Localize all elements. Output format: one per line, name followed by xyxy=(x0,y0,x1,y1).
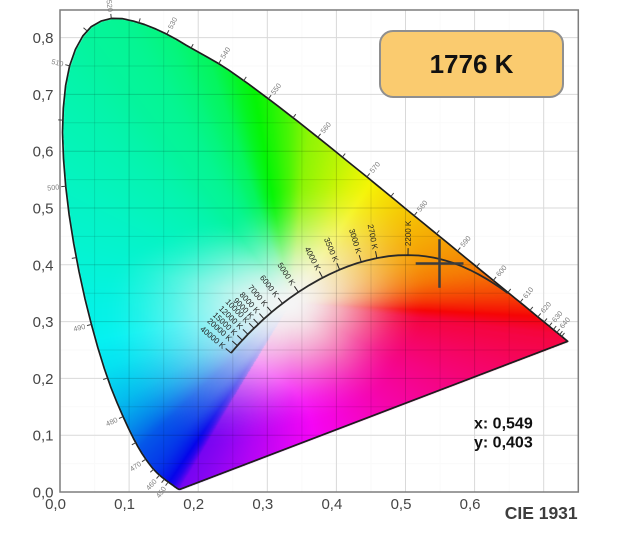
svg-text:2700 K: 2700 K xyxy=(366,224,380,251)
svg-text:600: 600 xyxy=(494,263,509,278)
svg-text:550: 550 xyxy=(269,81,283,96)
svg-text:0,0: 0,0 xyxy=(45,496,66,513)
svg-text:500: 500 xyxy=(47,182,60,192)
svg-text:0,8: 0,8 xyxy=(33,30,54,47)
svg-text:1776 K: 1776 K xyxy=(430,49,514,79)
svg-text:0,6: 0,6 xyxy=(460,496,481,513)
svg-text:0,6: 0,6 xyxy=(33,144,54,161)
svg-text:520: 520 xyxy=(105,0,115,12)
svg-text:490: 490 xyxy=(72,322,86,334)
svg-text:y: 0,403: y: 0,403 xyxy=(474,435,533,452)
svg-text:580: 580 xyxy=(415,199,430,214)
svg-text:570: 570 xyxy=(368,160,383,175)
svg-text:480: 480 xyxy=(104,415,119,428)
svg-text:0,3: 0,3 xyxy=(252,496,273,513)
svg-text:0,1: 0,1 xyxy=(33,428,54,445)
svg-text:0,5: 0,5 xyxy=(391,496,412,513)
svg-text:0,2: 0,2 xyxy=(183,496,204,513)
svg-text:2200 K: 2200 K xyxy=(404,220,413,246)
svg-text:0,1: 0,1 xyxy=(114,496,135,513)
svg-text:3000 K: 3000 K xyxy=(347,228,363,256)
svg-text:0,4: 0,4 xyxy=(33,257,54,274)
svg-text:510: 510 xyxy=(51,57,65,69)
svg-text:CIE 1931: CIE 1931 xyxy=(505,503,578,523)
svg-text:0,4: 0,4 xyxy=(321,496,342,513)
svg-text:530: 530 xyxy=(166,16,179,31)
svg-text:0,3: 0,3 xyxy=(33,314,54,331)
svg-text:470: 470 xyxy=(128,459,143,473)
svg-text:450: 450 xyxy=(154,485,168,500)
svg-text:0,2: 0,2 xyxy=(33,371,54,388)
svg-text:0,0: 0,0 xyxy=(33,485,54,502)
svg-text:0,5: 0,5 xyxy=(33,201,54,218)
svg-text:610: 610 xyxy=(521,285,536,300)
svg-text:4000 K: 4000 K xyxy=(303,245,323,272)
svg-text:x: 0,549: x: 0,549 xyxy=(474,416,533,433)
svg-text:540: 540 xyxy=(218,45,232,60)
svg-text:3500 K: 3500 K xyxy=(322,236,340,263)
svg-text:0,7: 0,7 xyxy=(33,87,54,104)
svg-text:620: 620 xyxy=(538,300,553,315)
svg-text:560: 560 xyxy=(318,120,333,135)
svg-text:590: 590 xyxy=(458,234,473,249)
